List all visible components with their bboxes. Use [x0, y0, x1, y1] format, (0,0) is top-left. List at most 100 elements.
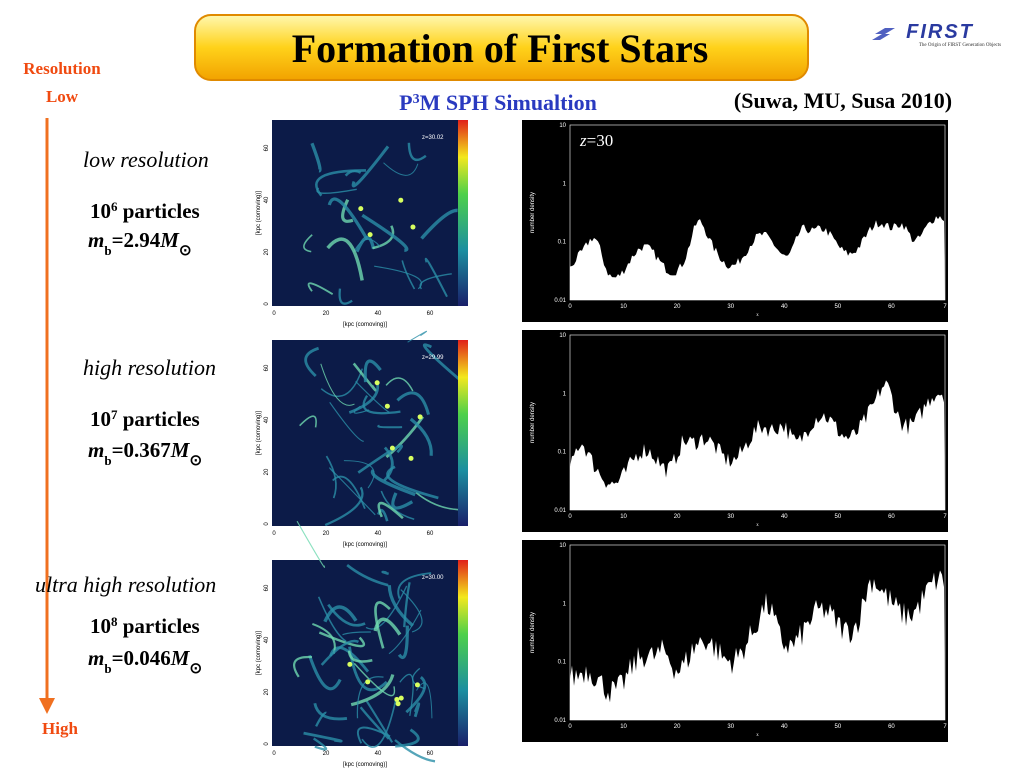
filament	[361, 213, 409, 252]
filament	[318, 631, 366, 648]
mass-sub: b	[104, 661, 111, 676]
particle-count: 108 particles	[90, 614, 200, 639]
filament	[329, 401, 364, 442]
map-y-tick: 60	[264, 144, 270, 151]
halo	[410, 224, 416, 230]
title-box	[194, 14, 809, 81]
filament	[307, 282, 334, 295]
map-x-tick: 40	[375, 311, 382, 317]
subtitle-sup: 3	[413, 92, 420, 107]
plot-x-tick: 30	[727, 514, 734, 520]
filament	[315, 711, 327, 727]
note-var: z	[579, 131, 587, 150]
count-word: particles	[118, 614, 200, 638]
filament	[374, 601, 391, 649]
count-exp: 6	[111, 199, 118, 214]
plot-x-tick: 7	[943, 304, 947, 310]
filament	[383, 162, 419, 176]
filament	[346, 564, 389, 587]
filament	[419, 273, 452, 290]
filament	[327, 197, 369, 241]
filament	[313, 737, 328, 751]
filament	[325, 455, 337, 499]
row-label: low resolution	[83, 147, 209, 172]
halo	[347, 661, 353, 667]
row-label: high resolution	[83, 355, 216, 380]
particle-mass: mb=2.94M⊙	[88, 228, 192, 259]
plot-x-tick: 60	[888, 724, 895, 730]
filament	[363, 359, 382, 383]
plot-frame	[569, 334, 946, 511]
map-y-tick: 0	[264, 522, 270, 526]
plot-x-label: x	[756, 523, 759, 528]
mass-unit: M	[170, 438, 191, 462]
filament	[386, 465, 439, 500]
plot-x-tick: 20	[674, 304, 681, 310]
mass-sub: b	[104, 453, 111, 468]
mass-value: =2.94	[112, 228, 161, 252]
colorbar	[458, 340, 468, 526]
filament	[350, 674, 395, 707]
plot-x-tick: 10	[620, 724, 627, 730]
filament	[381, 570, 389, 575]
slide-title: Formation of First Stars	[292, 26, 709, 71]
halo	[367, 232, 373, 238]
filament	[387, 585, 414, 627]
filament	[405, 676, 427, 714]
mass-unit: M	[170, 646, 191, 670]
plot-y-label: number density	[530, 192, 536, 233]
filament	[388, 609, 422, 655]
density-map	[272, 560, 458, 746]
map-y-tick: 20	[264, 688, 270, 695]
map-x-tick: 0	[272, 531, 276, 537]
filament	[385, 377, 414, 392]
count-exp: 7	[111, 407, 118, 422]
plot-y-label: number density	[530, 612, 536, 653]
map-y-label: [kpc (comoving)]	[256, 191, 262, 235]
filament	[383, 446, 394, 482]
density-map	[272, 120, 458, 306]
subtitle-prefix: P	[399, 90, 412, 115]
map-y-tick: 0	[264, 302, 270, 306]
plot-x-tick: 30	[727, 304, 734, 310]
map-x-tick: 40	[375, 751, 382, 757]
filament	[315, 169, 366, 197]
mass-symbol: m	[88, 438, 104, 462]
filament	[394, 739, 436, 763]
halo	[365, 679, 371, 685]
plot-x-tick: 30	[727, 724, 734, 730]
plot-note: z=30	[579, 131, 613, 150]
plot-x-tick: 7	[943, 724, 947, 730]
filament	[362, 394, 401, 415]
plot-y-tick: 0.1	[558, 240, 567, 246]
particle-mass: mb=0.367M⊙	[88, 438, 202, 469]
filament	[296, 520, 326, 568]
filament	[310, 142, 322, 173]
plot-x-tick: 10	[620, 514, 627, 520]
filament	[320, 363, 355, 406]
filament	[351, 145, 390, 188]
filament	[308, 654, 342, 691]
filament	[320, 639, 360, 666]
count-exp: 8	[111, 614, 118, 629]
count-base: 10	[90, 614, 111, 638]
mass-unit-sub: ⊙	[189, 453, 202, 469]
particle-count: 107 particles	[90, 407, 200, 432]
map-x-label: [kpc (comoving)]	[343, 542, 387, 548]
plot-x-tick: 40	[781, 304, 788, 310]
map-x-tick: 20	[323, 311, 330, 317]
map-y-label: [kpc (comoving)]	[256, 411, 262, 455]
mass-value: =0.046	[112, 646, 171, 670]
map-redshift: z=30.02	[422, 135, 444, 141]
density-profile	[570, 570, 945, 720]
filament	[320, 368, 364, 398]
mass-value: =0.367	[112, 438, 171, 462]
map-x-label: [kpc (comoving)]	[343, 762, 387, 768]
map-x-tick: 60	[427, 531, 434, 537]
filament	[338, 288, 353, 305]
filament	[370, 469, 416, 497]
filament	[343, 460, 375, 489]
resolution-high: High	[42, 719, 78, 738]
colorbar	[458, 560, 468, 746]
filament	[326, 237, 364, 281]
